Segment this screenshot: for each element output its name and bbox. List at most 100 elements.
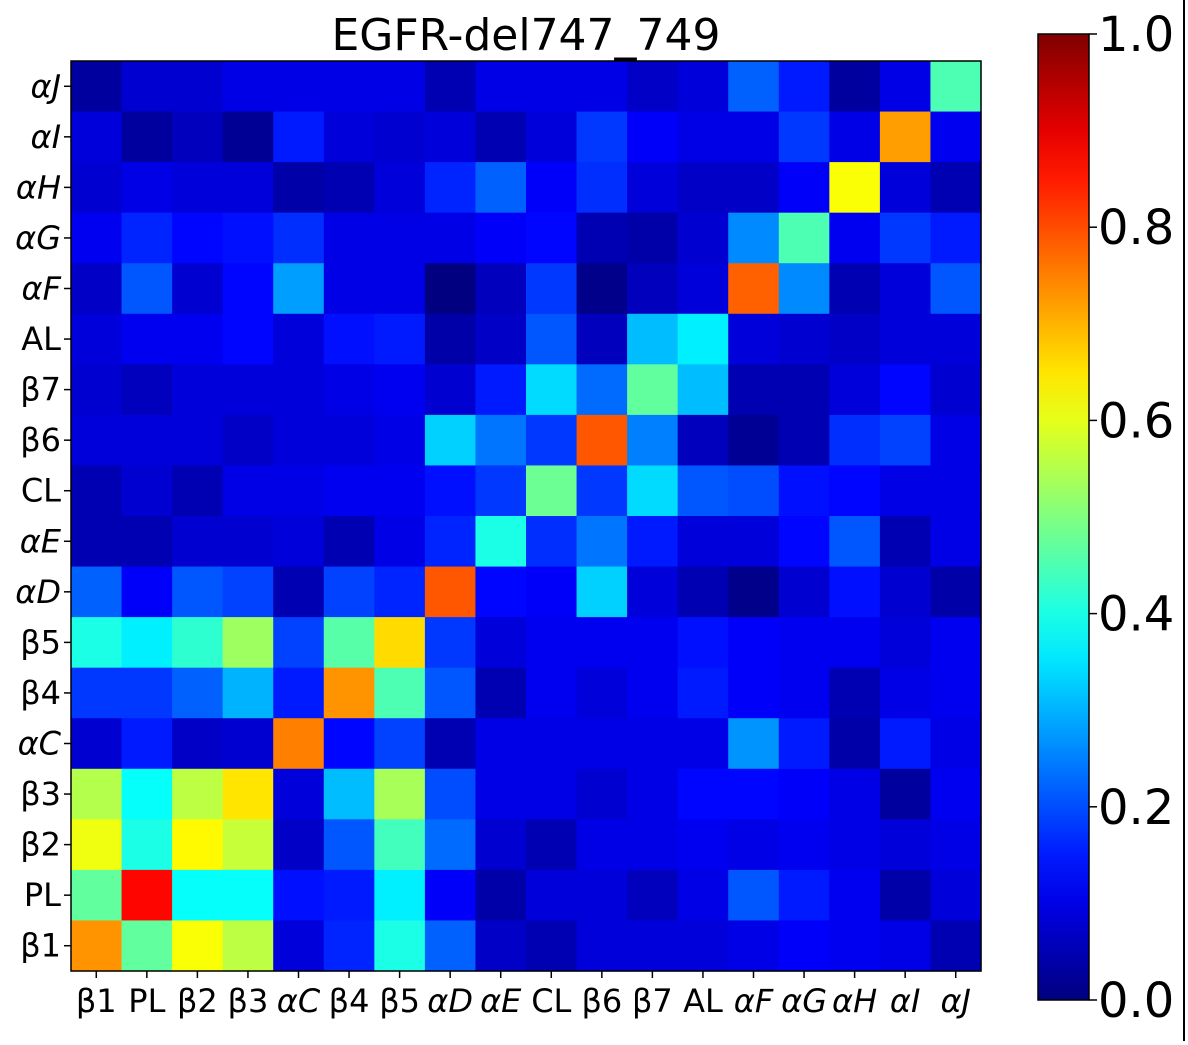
x-tick-label: αF bbox=[734, 982, 774, 1020]
heatmap-cell bbox=[627, 61, 679, 113]
heatmap-cell bbox=[526, 162, 578, 214]
x-tick-label: β4 bbox=[329, 982, 370, 1020]
x-tick-label: αE bbox=[480, 982, 522, 1020]
heatmap-cell bbox=[374, 768, 426, 820]
heatmap-cell bbox=[778, 465, 830, 517]
heatmap-cell bbox=[273, 768, 325, 820]
colorbar bbox=[1037, 33, 1090, 1001]
heatmap-cell bbox=[475, 465, 527, 517]
x-tick-label: αJ bbox=[940, 982, 971, 1020]
heatmap-cell bbox=[576, 516, 628, 568]
heatmap-cell bbox=[829, 667, 881, 719]
heatmap-cell bbox=[930, 566, 982, 618]
heatmap-cell bbox=[576, 718, 628, 770]
heatmap-cell bbox=[71, 465, 123, 517]
x-tick-label: CL bbox=[531, 982, 571, 1020]
heatmap-cell bbox=[677, 465, 729, 517]
heatmap-cell bbox=[879, 920, 932, 972]
heatmap-cell bbox=[627, 313, 679, 365]
heatmap-cell bbox=[627, 212, 679, 264]
heatmap-cell bbox=[829, 414, 881, 467]
heatmap-cell bbox=[172, 667, 224, 719]
y-tick-label: αF bbox=[22, 270, 62, 308]
heatmap-cell bbox=[728, 819, 780, 871]
heatmap-cell bbox=[728, 516, 780, 568]
heatmap-cell bbox=[930, 667, 982, 719]
heatmap-cell bbox=[829, 263, 881, 315]
heatmap-cell bbox=[323, 920, 375, 972]
heatmap-cell bbox=[424, 61, 477, 113]
heatmap-cell bbox=[273, 566, 325, 618]
heatmap-cell bbox=[273, 162, 325, 214]
heatmap-cell bbox=[172, 718, 224, 770]
y-tick-label: PL bbox=[24, 876, 61, 914]
heatmap-cell bbox=[121, 111, 173, 163]
heatmap-cell bbox=[121, 516, 173, 568]
heatmap-cell bbox=[71, 263, 123, 315]
heatmap-cell bbox=[222, 566, 274, 618]
heatmap-cell bbox=[879, 162, 932, 214]
heatmap-cell bbox=[121, 263, 173, 315]
heatmap-cell bbox=[475, 263, 527, 315]
heatmap-cell bbox=[829, 819, 881, 871]
heatmap-cell bbox=[677, 111, 729, 163]
heatmap-cell bbox=[475, 617, 527, 669]
y-tick-label: αD bbox=[15, 573, 61, 611]
heatmap-cell bbox=[374, 920, 426, 972]
heatmap-cell bbox=[273, 516, 325, 568]
heatmap-cell bbox=[121, 768, 173, 820]
heatmap-cell bbox=[778, 617, 830, 669]
heatmap-cell bbox=[121, 162, 173, 214]
y-tick-label: β5 bbox=[20, 623, 61, 661]
heatmap-cell bbox=[424, 869, 477, 922]
y-tick-label: αH bbox=[16, 168, 61, 206]
heatmap-cell bbox=[526, 566, 578, 618]
x-tick-label: β2 bbox=[177, 982, 218, 1020]
heatmap-cell bbox=[879, 61, 932, 113]
heatmap-cell bbox=[879, 364, 932, 416]
heatmap-cell bbox=[273, 718, 325, 770]
heatmap-cell bbox=[323, 61, 375, 113]
heatmap-cell bbox=[222, 364, 274, 416]
heatmap-cell bbox=[121, 718, 173, 770]
heatmap-cell bbox=[374, 212, 426, 264]
heatmap-cell bbox=[172, 869, 224, 922]
heatmap-cell bbox=[121, 414, 173, 467]
heatmap-cell bbox=[323, 465, 375, 517]
heatmap-cell bbox=[475, 162, 527, 214]
heatmap-cell bbox=[930, 768, 982, 820]
heatmap-cell bbox=[374, 414, 426, 467]
heatmap-cell bbox=[374, 61, 426, 113]
heatmap-cell bbox=[829, 162, 881, 214]
heatmap-cell bbox=[576, 61, 628, 113]
heatmap-cell bbox=[879, 667, 932, 719]
heatmap-cell bbox=[424, 667, 477, 719]
heatmap-cell bbox=[728, 364, 780, 416]
heatmap-cell bbox=[627, 617, 679, 669]
y-tick-label: αC bbox=[18, 725, 62, 763]
heatmap-cell bbox=[172, 61, 224, 113]
heatmap-cell bbox=[323, 819, 375, 871]
heatmap-cell bbox=[222, 61, 274, 113]
heatmap-cell bbox=[677, 263, 729, 315]
heatmap-cell bbox=[728, 212, 780, 264]
heatmap-cell bbox=[71, 667, 123, 719]
heatmap-cell bbox=[323, 364, 375, 416]
heatmap-cell bbox=[879, 516, 932, 568]
heatmap-cell bbox=[222, 920, 274, 972]
x-tick-label: β1 bbox=[76, 982, 117, 1020]
colorbar-tick-label: 1.0 bbox=[1098, 7, 1174, 63]
heatmap-cell bbox=[323, 516, 375, 568]
heatmap-cell bbox=[424, 566, 477, 618]
heatmap-cell bbox=[71, 768, 123, 820]
heatmap-cell bbox=[424, 313, 477, 365]
heatmap-cell bbox=[778, 263, 830, 315]
heatmap-cell bbox=[778, 162, 830, 214]
y-tick-label: β4 bbox=[20, 674, 61, 712]
heatmap-cell bbox=[222, 768, 274, 820]
heatmap-cell bbox=[475, 920, 527, 972]
heatmap-cell bbox=[475, 718, 527, 770]
image-edge-line bbox=[1183, 0, 1185, 1041]
y-tick-label: β2 bbox=[20, 826, 61, 864]
heatmap-cell bbox=[526, 718, 578, 770]
